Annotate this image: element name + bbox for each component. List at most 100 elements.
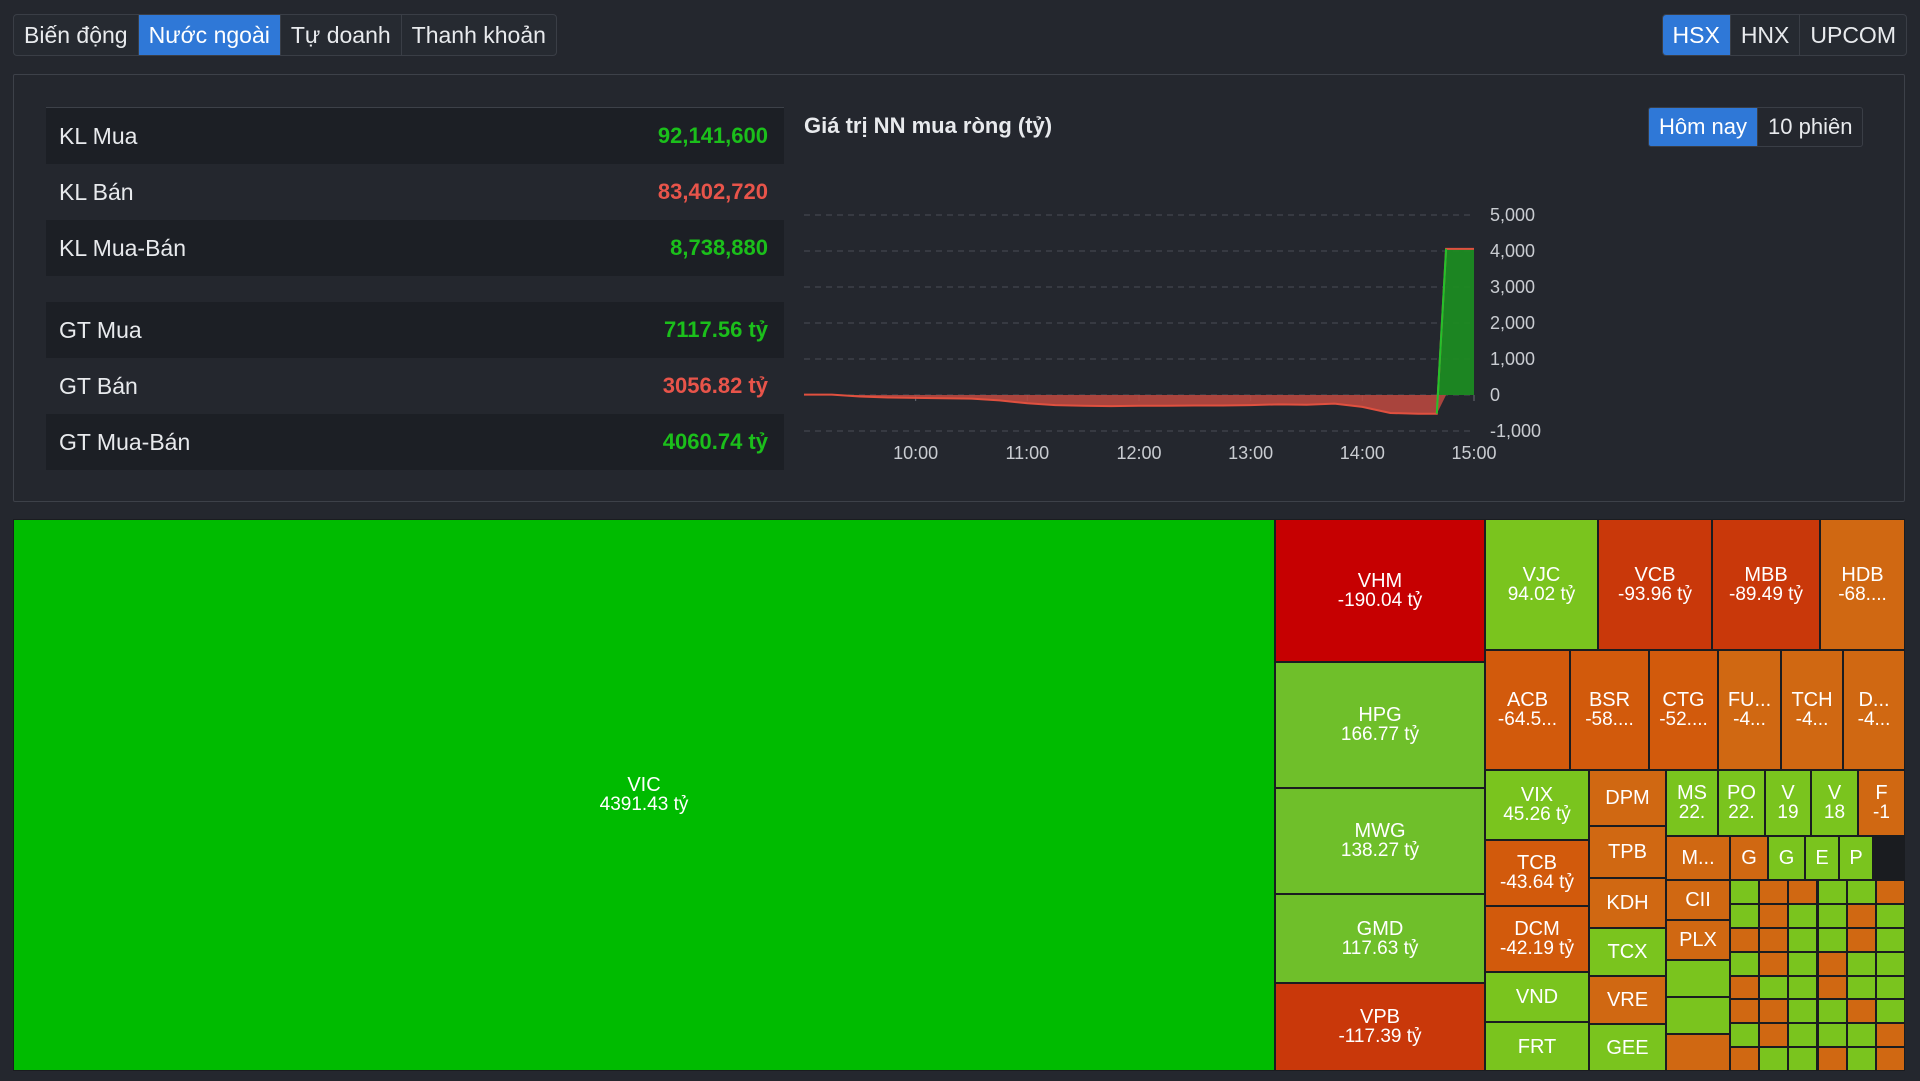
treemap-cell-small[interactable] xyxy=(1846,880,1876,904)
treemap-cell-gee[interactable]: GEE xyxy=(1589,1024,1666,1071)
treemap-cell-small[interactable] xyxy=(1875,975,1905,1000)
treemap-cell-mbb[interactable]: MBB -89.49 tỷ xyxy=(1712,519,1820,650)
treemap-cell-po[interactable]: PO 22. xyxy=(1718,770,1765,836)
treemap-cell-small[interactable] xyxy=(1759,927,1789,952)
tab-tự-doanh[interactable]: Tự doanh xyxy=(281,15,402,55)
treemap-cell-small[interactable] xyxy=(1846,1047,1876,1071)
treemap-cell-cii[interactable]: CII xyxy=(1666,880,1730,920)
treemap-cell-d[interactable]: D... -4... xyxy=(1843,650,1905,770)
treemap-cell-small[interactable] xyxy=(1875,1047,1905,1071)
treemap-cell-fu[interactable]: FU... -4... xyxy=(1718,650,1781,770)
tab-thanh-khoản[interactable]: Thanh khoản xyxy=(411,22,546,48)
treemap-cell-hpg[interactable]: HPG 166.77 tỷ xyxy=(1275,662,1485,788)
exchange-tab-upcom[interactable]: UPCOM xyxy=(1810,22,1896,48)
treemap-cell-tcb[interactable]: TCB -43.64 tỷ xyxy=(1485,840,1589,906)
treemap-cell-small[interactable] xyxy=(1759,1047,1789,1071)
treemap-cell-small[interactable] xyxy=(1817,999,1847,1024)
treemap-cell-small[interactable] xyxy=(1730,1047,1760,1071)
treemap-cell-small[interactable] xyxy=(1817,1023,1847,1048)
treemap-cell-small[interactable] xyxy=(1730,999,1760,1024)
treemap-cell-small[interactable] xyxy=(1730,951,1760,976)
treemap-cell-vnd[interactable]: VND xyxy=(1485,972,1589,1022)
treemap-cell-v[interactable]: V 19 xyxy=(1765,770,1811,836)
treemap-cell-small[interactable] xyxy=(1788,927,1818,952)
treemap-cell-small[interactable] xyxy=(1817,880,1847,904)
treemap-cell-dcm[interactable]: DCM -42.19 tỷ xyxy=(1485,906,1589,972)
treemap-cell-small[interactable] xyxy=(1759,880,1789,904)
treemap-cell-small[interactable] xyxy=(1666,1034,1730,1071)
treemap-cell-small[interactable] xyxy=(1875,927,1905,952)
treemap-cell-vix[interactable]: VIX 45.26 tỷ xyxy=(1485,770,1589,840)
category-tabs: Biến động Nước ngoài Tự doanh Thanh khoản xyxy=(13,14,557,56)
treemap-cell-small[interactable] xyxy=(1846,999,1876,1024)
treemap-cell-small[interactable] xyxy=(1875,880,1905,904)
treemap-cell-small[interactable] xyxy=(1666,960,1730,997)
treemap-cell-tcx[interactable]: TCX xyxy=(1589,928,1666,976)
tab-nước-ngoài[interactable]: Nước ngoài xyxy=(138,15,281,55)
treemap-cell-small[interactable] xyxy=(1846,975,1876,1000)
treemap-cell-small[interactable] xyxy=(1817,903,1847,928)
treemap-cell-acb[interactable]: ACB -64.5... xyxy=(1485,650,1570,770)
treemap-cell-plx[interactable]: PLX xyxy=(1666,920,1730,960)
treemap-cell-vjc[interactable]: VJC 94.02 tỷ xyxy=(1485,519,1598,650)
treemap-cell-small[interactable] xyxy=(1788,999,1818,1024)
treemap-cell-vpb[interactable]: VPB -117.39 tỷ xyxy=(1275,983,1485,1071)
treemap-cell-small[interactable] xyxy=(1846,951,1876,976)
treemap-cell-small[interactable] xyxy=(1817,951,1847,976)
treemap-cell-small[interactable] xyxy=(1846,1023,1876,1048)
treemap-cell-small[interactable] xyxy=(1666,997,1730,1034)
treemap-cell-small[interactable] xyxy=(1788,975,1818,1000)
treemap-cell-kdh[interactable]: KDH xyxy=(1589,878,1666,928)
treemap-cell-vic[interactable]: VIC 4391.43 tỷ xyxy=(13,519,1275,1071)
treemap-cell-gmd[interactable]: GMD 117.63 tỷ xyxy=(1275,894,1485,983)
treemap-cell-small[interactable] xyxy=(1730,927,1760,952)
chart-toggle-hôm-nay[interactable]: Hôm nay xyxy=(1649,108,1759,146)
treemap-cell-small[interactable] xyxy=(1875,1023,1905,1048)
treemap-cell-dpm[interactable]: DPM xyxy=(1589,770,1666,826)
treemap-cell-vcb[interactable]: VCB -93.96 tỷ xyxy=(1598,519,1712,650)
treemap-cell-m[interactable]: M... xyxy=(1666,836,1730,880)
treemap-cell-small[interactable] xyxy=(1759,1023,1789,1048)
treemap-cell-small[interactable] xyxy=(1875,903,1905,928)
treemap-cell-g[interactable]: G xyxy=(1768,836,1805,880)
treemap-cell-ctg[interactable]: CTG -52.... xyxy=(1649,650,1718,770)
treemap-cell-small[interactable] xyxy=(1759,903,1789,928)
treemap-cell-small[interactable] xyxy=(1759,975,1789,1000)
treemap-cell-frt[interactable]: FRT xyxy=(1485,1022,1589,1071)
treemap-cell-small[interactable] xyxy=(1788,903,1818,928)
treemap-cell-small[interactable] xyxy=(1759,999,1789,1024)
treemap-cell-small[interactable] xyxy=(1846,927,1876,952)
treemap-cell-small[interactable] xyxy=(1730,903,1760,928)
treemap-cell-tpb[interactable]: TPB xyxy=(1589,826,1666,878)
exchange-tab-hsx[interactable]: HSX xyxy=(1662,15,1731,55)
exchange-tab-hnx[interactable]: HNX xyxy=(1731,15,1801,55)
treemap-cell-small[interactable] xyxy=(1788,1023,1818,1048)
treemap-cell-small[interactable] xyxy=(1875,999,1905,1024)
treemap-cell-tch[interactable]: TCH -4... xyxy=(1781,650,1843,770)
treemap-cell-small[interactable] xyxy=(1817,1047,1847,1071)
treemap-cell-vhm[interactable]: VHM -190.04 tỷ xyxy=(1275,519,1485,662)
treemap-cell-v[interactable]: V 18 xyxy=(1811,770,1858,836)
treemap-cell-small[interactable] xyxy=(1730,1023,1760,1048)
treemap-cell-f[interactable]: F -1 xyxy=(1858,770,1905,836)
chart-toggle-10-phiên[interactable]: 10 phiên xyxy=(1768,114,1853,139)
treemap-cell-vre[interactable]: VRE xyxy=(1589,976,1666,1024)
treemap-cell-mwg[interactable]: MWG 138.27 tỷ xyxy=(1275,788,1485,894)
treemap-cell-small[interactable] xyxy=(1788,951,1818,976)
treemap-cell-g[interactable]: G xyxy=(1730,836,1768,880)
treemap-cell-hdb[interactable]: HDB -68.... xyxy=(1820,519,1905,650)
treemap-cell-ms[interactable]: MS 22. xyxy=(1666,770,1718,836)
tab-biến-động[interactable]: Biến động xyxy=(14,15,139,55)
treemap-cell-small[interactable] xyxy=(1817,975,1847,1000)
treemap-cell-small[interactable] xyxy=(1730,880,1760,904)
treemap-cell-small[interactable] xyxy=(1730,975,1760,1000)
treemap-cell-small[interactable] xyxy=(1788,1047,1818,1071)
treemap-cell-small[interactable] xyxy=(1788,880,1818,904)
treemap-cell-small[interactable] xyxy=(1875,951,1905,976)
treemap-cell-p[interactable]: P xyxy=(1839,836,1873,880)
treemap-cell-small[interactable] xyxy=(1759,951,1789,976)
treemap-cell-small[interactable] xyxy=(1817,927,1847,952)
treemap-cell-small[interactable] xyxy=(1846,903,1876,928)
treemap-cell-e[interactable]: E xyxy=(1805,836,1839,880)
treemap-cell-bsr[interactable]: BSR -58.... xyxy=(1570,650,1649,770)
